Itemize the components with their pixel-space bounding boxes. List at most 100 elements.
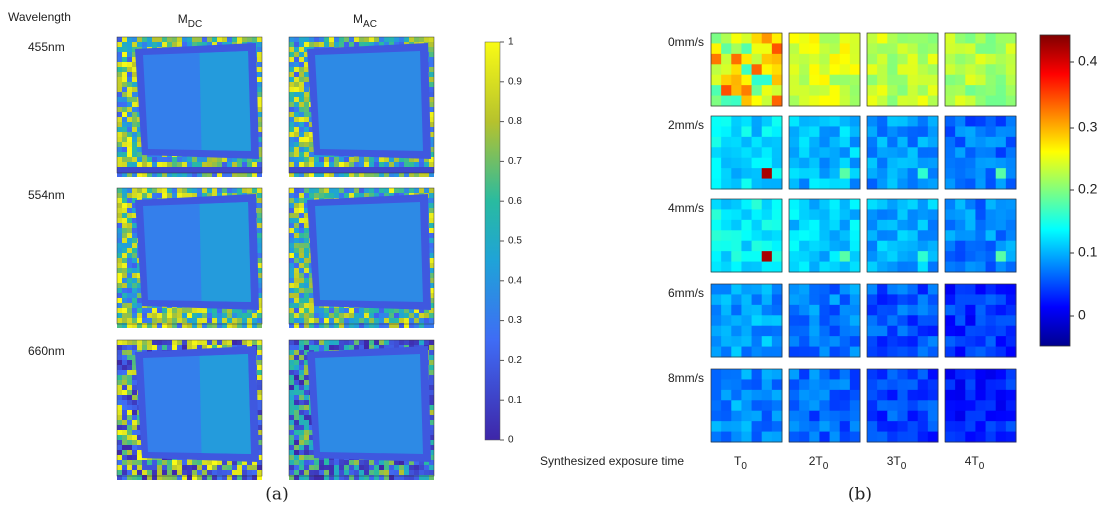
pixel — [147, 460, 152, 465]
pixel — [304, 400, 309, 405]
pixel — [299, 77, 304, 82]
pixel — [127, 450, 132, 455]
pixel — [349, 308, 354, 313]
pixel — [122, 42, 127, 47]
pixel — [152, 42, 157, 47]
pixel — [334, 340, 339, 345]
pixel — [304, 380, 309, 385]
pixel — [117, 208, 122, 213]
pixel — [429, 470, 434, 475]
pixel — [304, 228, 309, 233]
pixel — [294, 87, 299, 92]
pixel — [429, 102, 434, 107]
pixel — [289, 440, 294, 445]
cell — [731, 54, 742, 65]
pixel — [429, 405, 434, 410]
pixel — [132, 455, 137, 460]
pixel — [289, 345, 294, 350]
cell — [799, 33, 810, 44]
pixel — [384, 465, 389, 470]
pixel — [117, 283, 122, 288]
pixel — [172, 318, 177, 323]
pixel — [117, 440, 122, 445]
pixel — [142, 345, 147, 350]
pixel — [294, 117, 299, 122]
pixel — [334, 188, 339, 193]
pixel — [389, 188, 394, 193]
pixel — [232, 313, 237, 318]
pixel — [127, 415, 132, 420]
pixel — [289, 147, 294, 152]
pixel — [257, 318, 262, 323]
pixel — [137, 318, 142, 323]
pixel — [157, 37, 162, 42]
pixel — [304, 137, 309, 142]
pixel — [132, 298, 137, 303]
pixel — [419, 340, 424, 345]
pixel — [187, 318, 192, 323]
pixel — [309, 188, 314, 193]
pixel — [197, 460, 202, 465]
pixel — [117, 127, 122, 132]
pixel — [132, 82, 137, 87]
pixel — [294, 450, 299, 455]
cell — [809, 75, 820, 86]
pixel — [172, 188, 177, 193]
pixel — [197, 470, 202, 475]
pixel — [289, 62, 294, 67]
pixel — [324, 313, 329, 318]
pixel — [127, 82, 132, 87]
pixel — [177, 188, 182, 193]
pixel — [299, 62, 304, 67]
pixel — [117, 455, 122, 460]
pixel — [147, 345, 152, 350]
pixel — [334, 308, 339, 313]
pixel — [349, 318, 354, 323]
pixel — [424, 470, 429, 475]
pixel — [212, 470, 217, 475]
pixel — [429, 318, 434, 323]
cell — [840, 75, 851, 86]
pixel — [147, 470, 152, 475]
pixel — [162, 340, 167, 345]
pixel — [294, 278, 299, 283]
pixel — [349, 193, 354, 198]
pixel — [324, 460, 329, 465]
pixel — [339, 157, 344, 162]
pixel — [344, 37, 349, 42]
pixel — [334, 42, 339, 47]
pixel — [167, 42, 172, 47]
pixel — [237, 465, 242, 470]
pixel — [227, 37, 232, 42]
pixel — [127, 460, 132, 465]
pixel — [344, 318, 349, 323]
pixel — [207, 308, 212, 313]
pixel — [132, 445, 137, 450]
pixel — [294, 223, 299, 228]
pixel — [122, 340, 127, 345]
pixel — [429, 313, 434, 318]
pixel — [127, 345, 132, 350]
pixel — [207, 465, 212, 470]
cell — [762, 64, 773, 75]
pixel — [157, 460, 162, 465]
pixel — [222, 340, 227, 345]
pixel — [117, 122, 122, 127]
pixel — [319, 188, 324, 193]
cell — [721, 85, 732, 96]
pixel — [289, 278, 294, 283]
pixel — [294, 57, 299, 62]
pixel — [117, 37, 122, 42]
cell — [809, 64, 820, 75]
pixel — [289, 360, 294, 365]
pixel — [319, 42, 324, 47]
cell — [711, 85, 722, 96]
pixel — [122, 258, 127, 263]
pixel — [289, 455, 294, 460]
pixel — [117, 87, 122, 92]
pixel — [217, 308, 222, 313]
pixel — [167, 37, 172, 42]
pixel — [247, 37, 252, 42]
pixel — [157, 157, 162, 162]
pixel — [257, 193, 262, 198]
